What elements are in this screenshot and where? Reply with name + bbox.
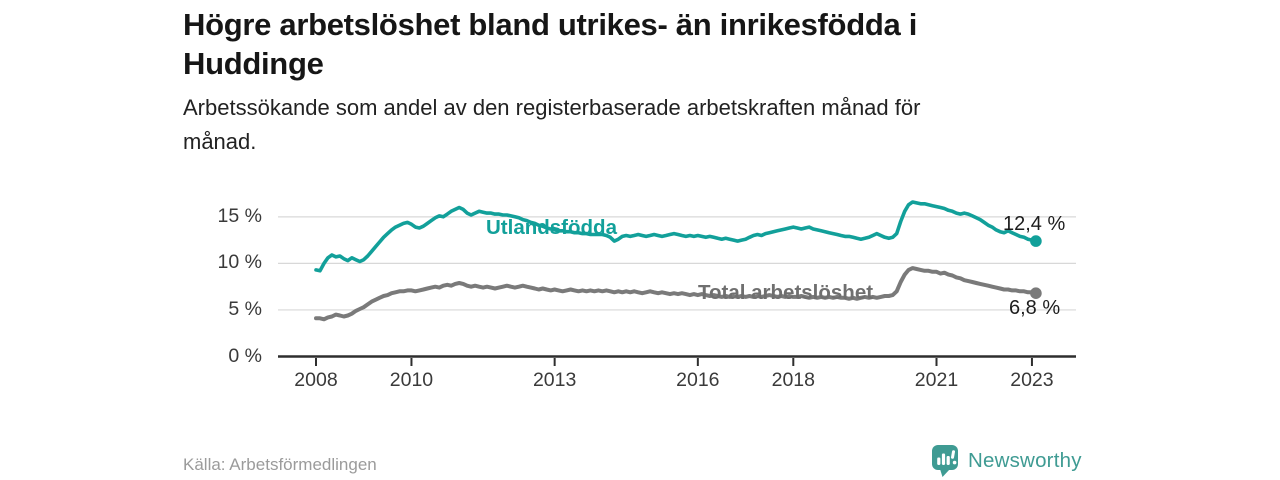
- end-value-label-utlandsfodda: 12,4 %: [1003, 213, 1066, 235]
- brand-name: Newsworthy: [968, 449, 1082, 472]
- y-axis-label: 15 %: [217, 204, 262, 227]
- x-axis-label: 2008: [294, 369, 338, 391]
- y-axis-label: 10 %: [217, 251, 262, 274]
- end-value-label-total-arbetsloshet: 6,8 %: [1009, 297, 1061, 319]
- y-axis-label: 5 %: [228, 297, 262, 320]
- chart-subtitle-line2: månad.: [183, 129, 257, 154]
- x-axis-label: 2018: [771, 369, 815, 391]
- page-title: Högre arbetslöshet bland utrikes- än inr…: [183, 5, 917, 83]
- series-label-utlandsfodda: Utlandsfödda: [486, 216, 617, 239]
- x-axis-label: 2023: [1010, 369, 1054, 391]
- page-title-line2: Huddinge: [183, 46, 324, 81]
- x-axis-label: 2016: [676, 369, 720, 391]
- newsworthy-logo-icon: [932, 445, 958, 477]
- chart-subtitle: Arbetssökande som andel av den registerb…: [183, 91, 920, 159]
- chart-subtitle-line1: Arbetssökande som andel av den registerb…: [183, 95, 921, 120]
- source-text: Källa: Arbetsförmedlingen: [183, 455, 377, 474]
- series-label-total-arbetsloshet: Total arbetslöshet: [698, 281, 874, 304]
- series-line-utlandsfodda: [314, 200, 1038, 273]
- x-axis-label: 2021: [914, 369, 959, 391]
- x-axis-label: 2013: [532, 369, 577, 391]
- end-dot-total-arbetsloshet: [1030, 287, 1042, 300]
- series-line-total-arbetsloshet: [314, 266, 1038, 322]
- page-title-line1: Högre arbetslöshet bland utrikes- än inr…: [183, 7, 918, 42]
- newsworthy-branding: Newsworthy: [931, 444, 1082, 478]
- x-axis-label: 2010: [389, 369, 434, 391]
- y-axis-label: 0 %: [228, 344, 262, 367]
- end-dot-utlandsfodda: [1030, 235, 1042, 247]
